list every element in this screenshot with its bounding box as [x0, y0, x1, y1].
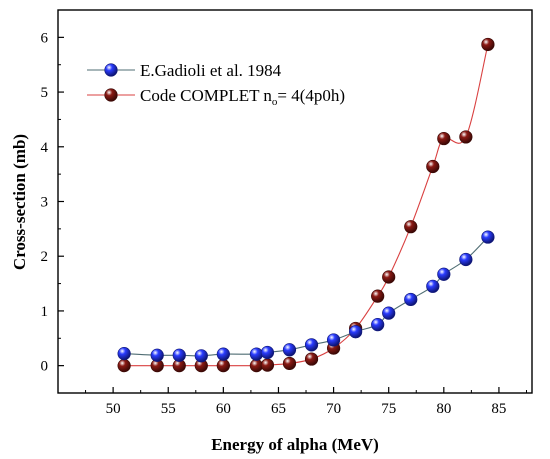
legend-label-tail: = 4(4p0h)	[277, 86, 345, 105]
x-tick-label: 50	[106, 401, 121, 417]
data-point-series-1	[371, 318, 385, 332]
data-point-series-1	[326, 333, 341, 347]
data-point-series-1	[216, 347, 230, 361]
legend-marker-1	[104, 63, 118, 77]
plot-frame	[57, 9, 533, 394]
data-point-series-2	[437, 131, 451, 146]
data-point-series-1	[282, 343, 297, 357]
x-axis-title: Energy of alpha (MeV)	[211, 435, 379, 454]
data-point-series-1	[194, 349, 208, 363]
data-point-series-2	[404, 220, 418, 234]
x-tick-label: 60	[216, 401, 231, 417]
legend-label-1: E.Gadioli et al. 1984	[140, 61, 282, 80]
y-tick-label: 6	[41, 30, 49, 46]
data-point-series-1	[117, 347, 131, 361]
data-point-series-1	[437, 267, 451, 281]
x-tick-label: 75	[381, 401, 396, 417]
series-points	[117, 37, 495, 373]
data-point-series-2	[260, 358, 275, 372]
y-tick-label: 3	[41, 195, 49, 211]
data-point-series-1	[172, 348, 186, 362]
data-point-series-1	[304, 338, 319, 352]
series-line-1	[124, 236, 489, 357]
data-point-series-1	[459, 252, 473, 267]
data-point-series-1	[349, 325, 363, 339]
data-point-series-2	[117, 359, 131, 373]
data-point-series-1	[382, 306, 396, 320]
x-tick-label: 65	[271, 401, 286, 417]
data-point-series-1	[426, 279, 440, 293]
y-axis-title: Cross-section (mb)	[10, 134, 29, 270]
data-point-series-1	[260, 345, 275, 360]
x-tick-label: 85	[491, 401, 506, 417]
data-point-series-1	[249, 347, 264, 361]
data-point-series-2	[426, 159, 440, 174]
data-point-series-1	[150, 348, 164, 362]
x-tick-label: 80	[436, 401, 451, 417]
data-point-series-1	[481, 230, 495, 244]
data-point-series-2	[382, 270, 396, 284]
data-point-series-2	[304, 352, 319, 366]
y-tick-label: 2	[41, 249, 49, 265]
legend-label-main: Code COMPLET n	[140, 86, 272, 105]
y-tick-label: 5	[41, 85, 49, 101]
x-tick-label: 55	[161, 401, 176, 417]
x-tick-label: 70	[326, 401, 341, 417]
y-tick-label: 1	[41, 304, 49, 320]
data-point-series-2	[459, 130, 473, 144]
legend-label-2: Code COMPLET no= 4(4p0h)	[140, 86, 345, 108]
legend-marker-2	[104, 88, 118, 102]
y-tick-label: 4	[41, 140, 49, 156]
legend-label-subscript: o	[272, 96, 278, 108]
data-point-series-2	[371, 289, 385, 303]
data-point-series-2	[282, 356, 297, 371]
y-tick-label: 0	[41, 359, 49, 375]
data-point-series-2	[481, 37, 495, 52]
data-point-series-2	[216, 359, 230, 373]
data-point-series-1	[404, 292, 418, 307]
axis-ticks: 50 55 60 65 70 75 80 85 0 1 2 3 4 5 6	[41, 30, 527, 417]
legend: E.Gadioli et al. 1984 Code COMPLET no= 4(…	[87, 61, 345, 108]
data-point-series-2	[249, 359, 264, 373]
